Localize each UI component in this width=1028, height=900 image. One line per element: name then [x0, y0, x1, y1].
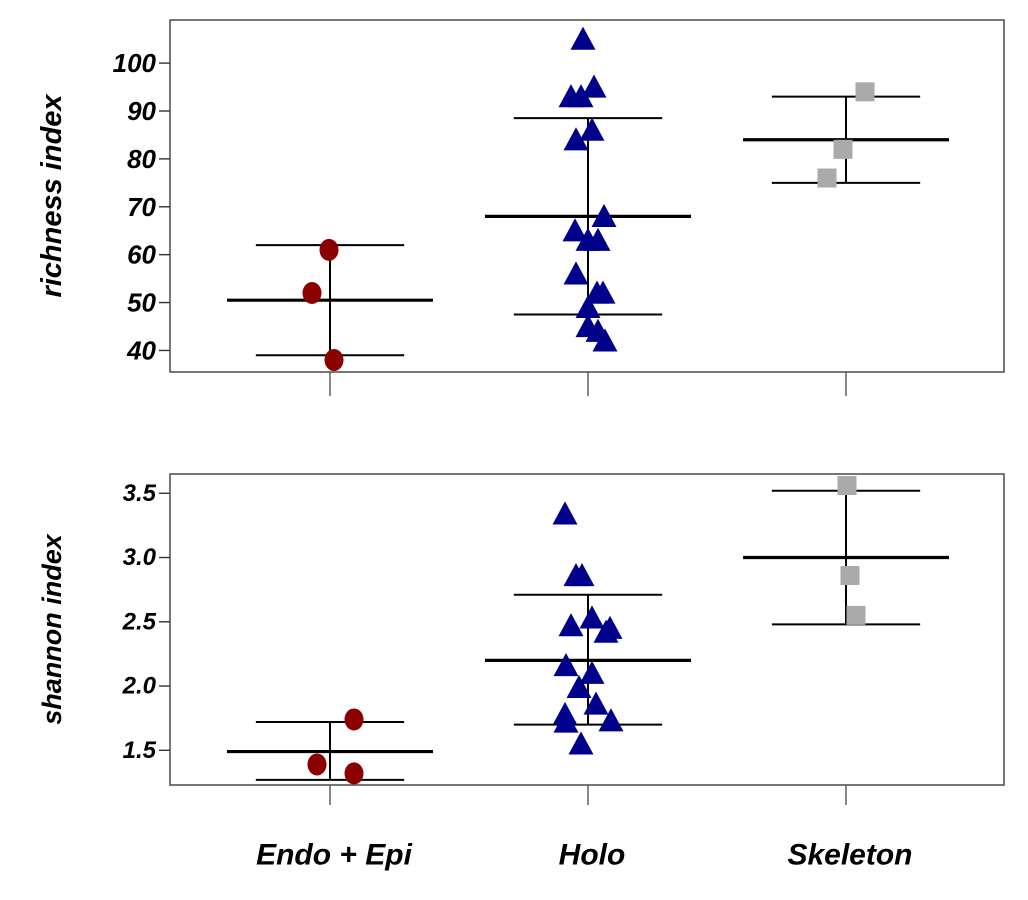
- data-point-holo: [562, 218, 588, 242]
- data-point-endo-epi: [344, 762, 364, 785]
- data-point-holo: [568, 731, 594, 755]
- data-point-endo-epi: [324, 349, 344, 372]
- category-label-endo-epi: Endo + Epi: [256, 839, 413, 872]
- data-point-holo: [575, 294, 601, 318]
- data-point-skeleton: [817, 168, 837, 188]
- data-point-holo: [552, 501, 578, 525]
- y-tick-label: 2.5: [122, 608, 157, 635]
- data-point-holo: [563, 261, 589, 285]
- y-tick-label: 2.0: [122, 673, 157, 700]
- y-tick-label: 90: [127, 96, 156, 126]
- data-point-holo: [579, 605, 605, 629]
- data-point-holo: [569, 563, 595, 587]
- data-point-holo: [558, 613, 584, 637]
- data-point-holo: [583, 691, 609, 715]
- y-tick-label: 3.5: [123, 480, 157, 507]
- data-point-holo: [553, 709, 579, 733]
- data-point-skeleton: [846, 605, 866, 625]
- category-label-holo: Holo: [559, 839, 626, 872]
- data-point-skeleton: [837, 476, 857, 496]
- shannon-panel: 1.5 2.0 2.5 3.0 3.5 shannon index: [37, 473, 1005, 805]
- data-point-holo: [598, 708, 624, 732]
- y-tick-label: 70: [127, 192, 156, 222]
- data-point-holo: [590, 280, 616, 304]
- data-point-holo: [570, 26, 596, 50]
- data-point-holo: [585, 227, 611, 251]
- y-tick-label: 100: [113, 48, 157, 78]
- plot-frame: [169, 473, 1005, 786]
- data-point-endo-epi: [307, 753, 327, 776]
- data-point-holo: [563, 127, 589, 151]
- data-point-holo: [597, 615, 623, 639]
- data-point-skeleton: [840, 566, 860, 586]
- y-axis-title: shannon index: [37, 533, 67, 725]
- data-point-holo: [581, 74, 607, 98]
- data-point-holo: [553, 652, 579, 677]
- data-point-skeleton: [855, 82, 875, 102]
- data-point-endo-epi: [319, 238, 339, 261]
- data-point-holo: [592, 328, 618, 352]
- y-tick-label: 60: [127, 240, 156, 270]
- y-tick-label: 40: [126, 335, 156, 365]
- y-axis-title: richness index: [36, 93, 68, 298]
- category-axis-labels: Endo + Epi Holo Skeleton: [256, 839, 912, 872]
- data-point-endo-epi: [344, 708, 364, 731]
- data-point-skeleton: [833, 139, 853, 159]
- data-point-holo: [568, 84, 594, 108]
- category-label-skeleton: Skeleton: [787, 839, 912, 872]
- data-point-holo: [579, 660, 605, 684]
- y-tick-label: 80: [127, 144, 156, 174]
- y-tick-label: 1.5: [123, 737, 157, 764]
- data-point-holo: [566, 674, 592, 698]
- plot-frame: [169, 19, 1005, 373]
- y-tick-label: 3.0: [123, 544, 157, 571]
- richness-panel: 40 50 60 70 80 90 100 richness index: [36, 19, 1005, 396]
- data-point-holo: [591, 203, 617, 227]
- y-tick-label: 50: [127, 288, 156, 318]
- data-point-endo-epi: [302, 281, 322, 304]
- data-point-holo: [579, 117, 605, 141]
